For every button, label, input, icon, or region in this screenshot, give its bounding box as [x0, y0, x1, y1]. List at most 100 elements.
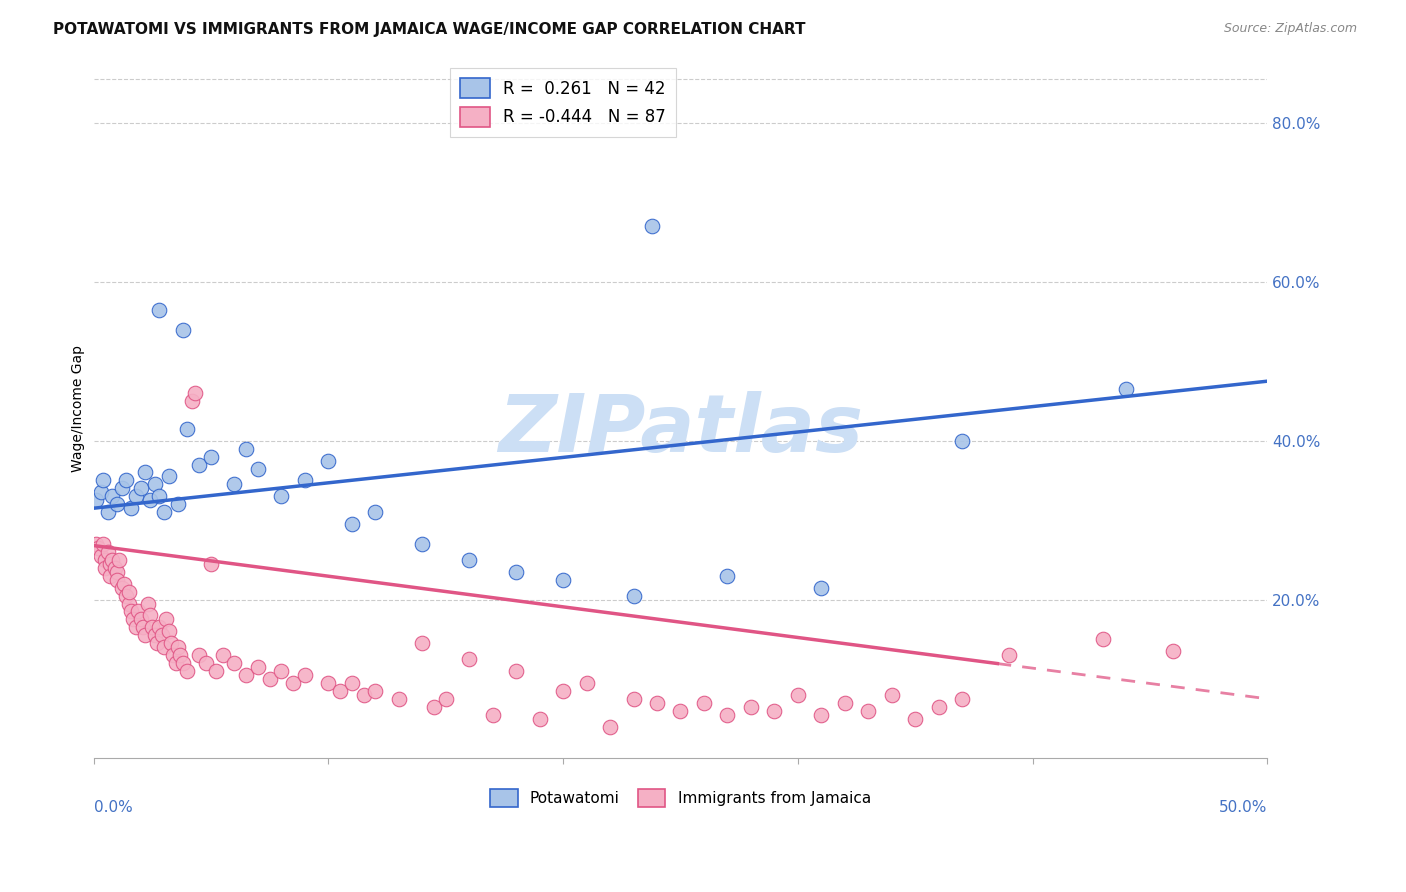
Point — [153, 640, 176, 655]
Point — [105, 497, 128, 511]
Point — [716, 568, 738, 582]
Point — [599, 720, 621, 734]
Point — [84, 493, 107, 508]
Point — [91, 537, 114, 551]
Point — [188, 458, 211, 472]
Point — [880, 688, 903, 702]
Point — [224, 477, 246, 491]
Point — [125, 620, 148, 634]
Point — [204, 664, 226, 678]
Point — [132, 620, 155, 634]
Point — [551, 573, 574, 587]
Point — [129, 612, 152, 626]
Point — [411, 537, 433, 551]
Point — [122, 612, 145, 626]
Point — [195, 656, 218, 670]
Point — [160, 636, 183, 650]
Point — [235, 668, 257, 682]
Point — [1092, 632, 1115, 647]
Point — [101, 553, 124, 567]
Point — [810, 581, 832, 595]
Point — [740, 699, 762, 714]
Point — [84, 537, 107, 551]
Point — [115, 589, 138, 603]
Point — [111, 482, 134, 496]
Point — [111, 581, 134, 595]
Point — [90, 485, 112, 500]
Point — [423, 699, 446, 714]
Point — [172, 322, 194, 336]
Point — [118, 597, 141, 611]
Point — [950, 434, 973, 448]
Point — [115, 474, 138, 488]
Point — [928, 699, 950, 714]
Point — [167, 497, 190, 511]
Point — [97, 545, 120, 559]
Point — [641, 219, 664, 234]
Point — [259, 672, 281, 686]
Point — [90, 549, 112, 563]
Point — [458, 553, 481, 567]
Y-axis label: Wage/Income Gap: Wage/Income Gap — [72, 345, 86, 473]
Point — [575, 676, 598, 690]
Point — [118, 584, 141, 599]
Point — [364, 505, 387, 519]
Point — [270, 489, 292, 503]
Point — [224, 656, 246, 670]
Point — [858, 704, 880, 718]
Point — [105, 565, 128, 579]
Point — [786, 688, 808, 702]
Point — [318, 453, 340, 467]
Legend: Potawatomi, Immigrants from Jamaica: Potawatomi, Immigrants from Jamaica — [484, 783, 877, 814]
Point — [270, 664, 292, 678]
Point — [136, 597, 159, 611]
Point — [693, 696, 716, 710]
Point — [134, 628, 156, 642]
Point — [120, 501, 142, 516]
Point — [551, 684, 574, 698]
Point — [153, 505, 176, 519]
Point — [169, 648, 191, 662]
Point — [105, 573, 128, 587]
Text: POTAWATOMI VS IMMIGRANTS FROM JAMAICA WAGE/INCOME GAP CORRELATION CHART: POTAWATOMI VS IMMIGRANTS FROM JAMAICA WA… — [53, 22, 806, 37]
Point — [94, 561, 117, 575]
Point — [505, 664, 527, 678]
Point — [94, 553, 117, 567]
Point — [181, 394, 204, 409]
Point — [1115, 382, 1137, 396]
Point — [434, 691, 457, 706]
Point — [716, 707, 738, 722]
Point — [353, 688, 375, 702]
Point — [176, 664, 198, 678]
Point — [188, 648, 211, 662]
Point — [364, 684, 387, 698]
Point — [97, 505, 120, 519]
Point — [411, 636, 433, 650]
Point — [645, 696, 668, 710]
Point — [162, 648, 184, 662]
Point — [340, 517, 363, 532]
Point — [998, 648, 1021, 662]
Point — [388, 691, 411, 706]
Point — [141, 620, 163, 634]
Point — [904, 712, 927, 726]
Point — [129, 482, 152, 496]
Text: ZIPatlas: ZIPatlas — [498, 391, 863, 469]
Point — [167, 640, 190, 655]
Point — [120, 604, 142, 618]
Point — [155, 612, 177, 626]
Text: Source: ZipAtlas.com: Source: ZipAtlas.com — [1223, 22, 1357, 36]
Point — [125, 489, 148, 503]
Point — [246, 461, 269, 475]
Point — [146, 636, 169, 650]
Text: 50.0%: 50.0% — [1219, 800, 1267, 815]
Point — [810, 707, 832, 722]
Point — [1163, 644, 1185, 658]
Point — [148, 302, 170, 317]
Point — [211, 648, 233, 662]
Point — [98, 568, 121, 582]
Point — [134, 466, 156, 480]
Point — [91, 474, 114, 488]
Point — [183, 386, 205, 401]
Point — [281, 676, 304, 690]
